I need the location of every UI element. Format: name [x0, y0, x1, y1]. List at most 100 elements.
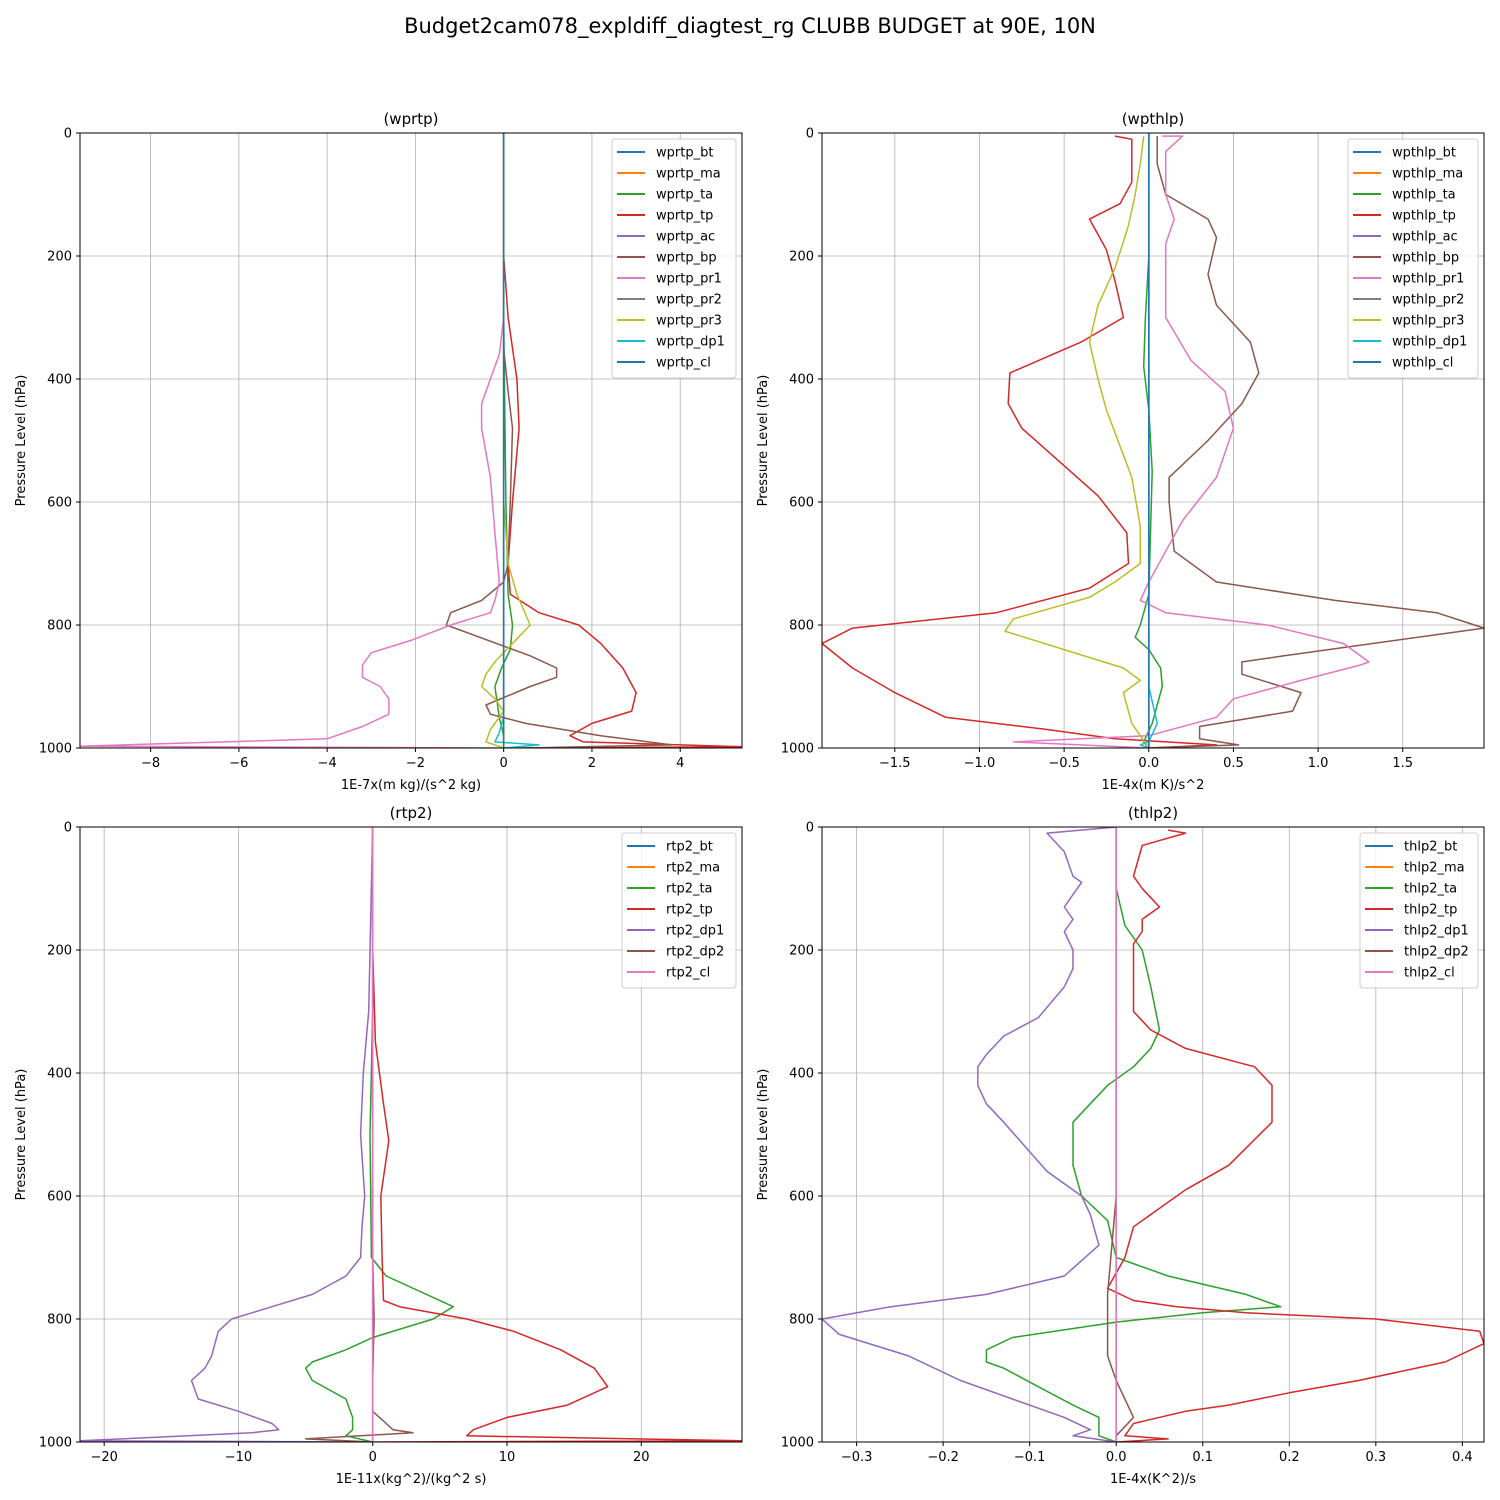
series-line-thlp2_dp1 — [822, 827, 1117, 1442]
x-axis-label: 1E-11x(kg^2)/(kg^2 s) — [336, 1472, 487, 1487]
x-axis-label: 1E-4x(m K)/s^2 — [1102, 778, 1205, 793]
y-tick-label: 200 — [789, 250, 814, 265]
x-tick-label: −20 — [90, 1450, 117, 1465]
legend-label: wprtp_tp — [656, 209, 713, 224]
y-tick-label: 400 — [47, 1067, 72, 1082]
legend-label: wprtp_pr2 — [656, 293, 722, 308]
x-tick-label: 0.4 — [1452, 1450, 1473, 1465]
axes-frame — [79, 826, 743, 1443]
x-tick-label: 0.2 — [1279, 1450, 1300, 1465]
legend-label: wprtp_dp1 — [656, 335, 725, 350]
legend-label: rtp2_dp2 — [666, 945, 724, 960]
y-tick-label: 400 — [789, 373, 814, 388]
legend-label: wprtp_bp — [656, 251, 717, 266]
x-tick-label: −0.2 — [927, 1450, 959, 1465]
panel-title: (thlp2) — [1128, 804, 1178, 822]
legend-label: wpthlp_pr3 — [1392, 314, 1464, 329]
y-tick-label: 800 — [789, 619, 814, 634]
series-line-wprtp_tp — [502, 133, 742, 748]
axes-frame — [821, 826, 1485, 1443]
legend-label: wprtp_pr3 — [656, 314, 722, 329]
series-line-wprtp_pr1 — [80, 133, 505, 748]
y-tick-label: 600 — [47, 496, 72, 511]
legend-label: rtp2_tp — [666, 903, 713, 918]
x-tick-label: −4 — [318, 756, 337, 771]
x-tick-label: 0.5 — [1223, 756, 1244, 771]
chart-panel-4: −0.3 −0.2 −0.1 0.0 0.1 0.2 0.3 0.4 0 200 400 600 800… — [756, 804, 1485, 1487]
series-group — [80, 827, 742, 1442]
x-tick-label: 0.0 — [1106, 1450, 1127, 1465]
x-tick-label: −1.0 — [964, 756, 996, 771]
y-tick-label: 400 — [789, 1067, 814, 1082]
x-tick-label: 0.0 — [1138, 756, 1159, 771]
x-tick-label: −0.3 — [841, 1450, 873, 1465]
legend-label: thlp2_ma — [1404, 861, 1465, 876]
legend-label: wpthlp_dp1 — [1392, 335, 1467, 350]
x-tick-label: 0 — [369, 1450, 377, 1465]
y-tick-label: 600 — [789, 1190, 814, 1205]
y-tick-label: 600 — [789, 496, 814, 511]
series-line-rtp2_tp — [371, 827, 742, 1442]
legend-label: wprtp_bt — [656, 146, 713, 161]
legend: rtp2_bt rtp2_ma rtp2_ta rtp2_tp rtp2_dp1 rtp2… — [621, 832, 737, 989]
x-tick-label: 4 — [676, 756, 684, 771]
figure-title: Budget2cam078_expldiff_diagtest_rg CLUBB… — [404, 14, 1096, 38]
legend-box — [611, 138, 737, 379]
legend-label: rtp2_dp1 — [666, 924, 724, 939]
legend-label: wpthlp_cl — [1392, 356, 1453, 371]
legend-label: wpthlp_pr2 — [1392, 293, 1464, 308]
series-line-thlp2_tp — [1106, 829, 1484, 1442]
legend-label: thlp2_ta — [1404, 882, 1457, 897]
x-axis-label: 1E-4x(K^2)/s — [1110, 1472, 1196, 1487]
x-tick-label: −6 — [229, 756, 248, 771]
series-line-wpthlp_bp — [1148, 136, 1484, 748]
y-axis-label: Pressure Level (hPa) — [756, 375, 771, 507]
x-tick-label: −2 — [406, 756, 425, 771]
y-tick-label: 800 — [789, 1313, 814, 1328]
chart-panel-3: −20 −10 0 10 2002004006008001000(rtp2)1E-11x… — [14, 804, 743, 1487]
panel-title: (wpthlp) — [1122, 110, 1185, 128]
legend-label: rtp2_ma — [666, 861, 720, 876]
series-line-wpthlp_pr1 — [1012, 135, 1370, 748]
x-tick-label: −1.5 — [879, 756, 911, 771]
y-axis-label: Pressure Level (hPa) — [14, 375, 29, 507]
legend-label: wprtp_ac — [656, 230, 715, 245]
y-tick-label: 0 — [806, 127, 814, 142]
x-tick-label: 2 — [588, 756, 596, 771]
panel-title: (wprtp) — [383, 110, 438, 128]
y-tick-label: 0 — [64, 127, 72, 142]
legend-label: wpthlp_bp — [1392, 251, 1459, 266]
y-tick-label: 1000 — [781, 742, 814, 757]
legend-label: thlp2_tp — [1404, 903, 1457, 918]
series-line-thlp2_dp2 — [1106, 827, 1135, 1442]
axes-frame — [821, 132, 1485, 749]
x-tick-label: −0.1 — [1014, 1450, 1046, 1465]
x-tick-label: −10 — [225, 1450, 252, 1465]
y-tick-label: 0 — [64, 821, 72, 836]
legend-label: thlp2_cl — [1404, 966, 1455, 981]
series-line-rtp2_dp1 — [80, 827, 374, 1442]
legend: thlp2_bt thlp2_ma thlp2_ta thlp2_tp thlp2_dp… — [1359, 832, 1479, 989]
legend: wprtp_bt wprtp_ma wprtp_ta wprtp_tp wprtp_ac… — [611, 138, 737, 379]
legend-label: wpthlp_pr1 — [1392, 272, 1464, 287]
legend-label: rtp2_cl — [666, 966, 710, 981]
legend-label: wprtp_ma — [656, 167, 721, 182]
y-tick-label: 600 — [47, 1190, 72, 1205]
y-tick-label: 1000 — [781, 1436, 814, 1451]
chart-panel-1: −8 −6 −4 −2 0 2 4 0 200 400 600 800 1000 (wprtp) 1E-7x… — [14, 110, 743, 793]
legend-label: thlp2_bt — [1404, 840, 1457, 855]
series-line-rtp2_ta — [304, 827, 455, 1442]
x-tick-label: 10 — [499, 1450, 516, 1465]
chart-panel-2: −1.5 −1.0 −0.5 0.0 0.5 1.0 1.5 0 200 400 600 800 100… — [756, 110, 1485, 793]
series-group — [822, 827, 1484, 1442]
legend-box — [1359, 832, 1479, 989]
axes-frame — [79, 132, 743, 749]
panel-title: (rtp2) — [390, 804, 433, 822]
y-tick-label: 200 — [47, 250, 72, 265]
series-group — [822, 133, 1484, 748]
legend-label: thlp2_dp1 — [1404, 924, 1469, 939]
legend-box — [621, 832, 737, 989]
legend-label: wpthlp_bt — [1392, 146, 1456, 161]
y-axis-label: Pressure Level (hPa) — [756, 1069, 771, 1201]
